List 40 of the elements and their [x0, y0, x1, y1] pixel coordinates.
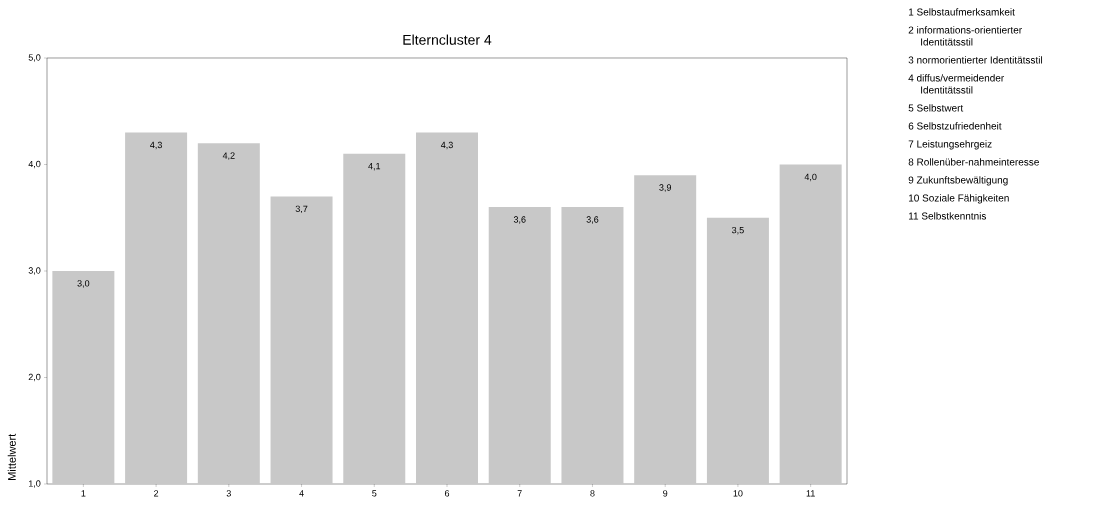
x-tick-label: 8 — [590, 490, 595, 497]
data-label: 3,7 — [295, 205, 308, 214]
y-axis-title: Mittelwert — [7, 433, 16, 480]
y-tick-label: 2,0 — [28, 373, 41, 382]
x-tick-label: 4 — [299, 490, 304, 497]
chart-title: Elterncluster 4 — [403, 34, 492, 45]
text: 3 normorientierter Identitätsstil — [908, 56, 1043, 64]
x-tick-label: 3 — [226, 490, 231, 497]
text: 10 Soziale Fähigkeiten — [908, 194, 1009, 204]
text: 4 diffus/vermeidender Identitätsstil — [908, 74, 1005, 94]
data-label: 4,2 — [222, 152, 235, 160]
data-label: 4,0 — [804, 173, 817, 182]
y-tick-label: 5,0 — [28, 54, 41, 62]
text: 7 Leistungsehrgeiz — [908, 140, 992, 150]
text: 6 Selbstzufriedenheit — [908, 122, 1002, 130]
x-tick-label: 7 — [517, 490, 522, 497]
text: 9 Zukunftsbewältigung — [908, 176, 1008, 186]
text: 1 Selbstaufmerksamkeit — [908, 8, 1015, 16]
y-tick-label: 4,0 — [28, 160, 41, 169]
x-tick-label: 9 — [663, 490, 668, 497]
x-tick-label: 5 — [372, 490, 377, 497]
x-tick-label: 11 — [806, 490, 815, 497]
data-label: 4,3 — [440, 141, 453, 150]
text: 2 informations-orientierter Identitätsstil — [908, 26, 1022, 46]
y-tick-label: 3,0 — [28, 267, 41, 275]
text: 8 Rollenüber-nahmeinteresse — [908, 158, 1039, 166]
data-label: 3,9 — [659, 184, 672, 192]
data-label: 3,5 — [732, 226, 744, 235]
data-label: 4,3 — [150, 141, 162, 150]
x-tick-label: 1 — [81, 490, 86, 497]
x-tick-label: 2 — [154, 490, 159, 497]
x-tick-label: 6 — [444, 490, 450, 497]
y-tick-label: 1,0 — [28, 480, 41, 488]
data-label: 3,6 — [586, 216, 599, 224]
text: 5 Selbstwert — [908, 104, 964, 112]
data-label: 3,0 — [77, 280, 90, 288]
data-label: 3,6 — [513, 216, 526, 224]
text: 11 Selbstkenntnis — [908, 212, 987, 220]
x-tick-label: 10 — [733, 490, 743, 497]
data-label: 4,1 — [368, 163, 381, 171]
